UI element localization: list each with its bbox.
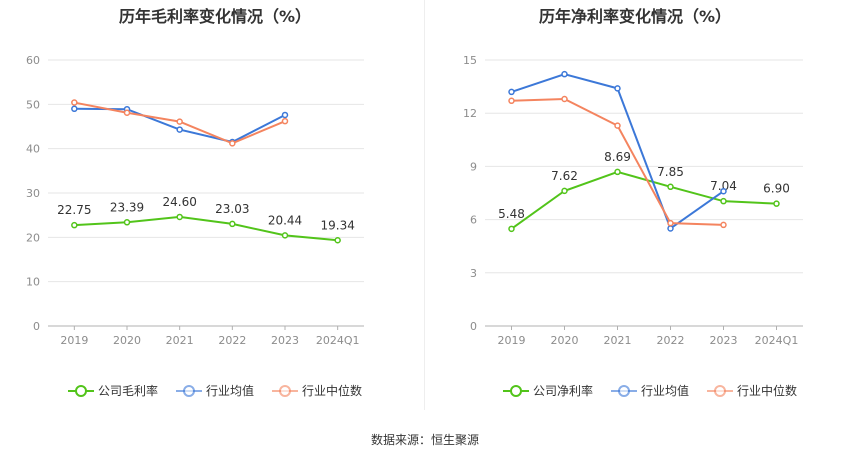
gross-margin-chart: 0 10 20 30 40 50 60 2019 2020 2021 2022 2023 2024Q1 2…: [26, 54, 364, 347]
chart0-series-0-point[interactable]: [229, 220, 236, 228]
chart1-y-tick-label: 12: [463, 107, 477, 120]
chart0-series-2-point[interactable]: [229, 140, 236, 147]
chart0-data-label: 19.34: [320, 218, 354, 232]
legend-label: 行业均值: [641, 384, 690, 398]
chart1-data-label: 7.85: [657, 165, 684, 179]
chart1-series-0-point[interactable]: [614, 168, 621, 176]
chart0-x-tick-label: 2022: [218, 334, 246, 347]
chart1-series-1-point[interactable]: [614, 85, 621, 92]
chart1-y-tick-label: 6: [470, 214, 477, 227]
chart0-x-tick-label: 2020: [113, 334, 141, 347]
chart1-series-line-0: [510, 170, 777, 230]
chart1-series-2-point[interactable]: [667, 219, 674, 227]
data-source-note: 数据来源：恒生聚源: [370, 433, 479, 447]
chart1-series-2-point[interactable]: [561, 95, 568, 103]
chart1-x-tick-label: 2020: [551, 334, 579, 347]
chart0-y-tick-label: 0: [33, 320, 40, 333]
chart1-series-1-point[interactable]: [667, 225, 674, 232]
chart0-y-tick-label: 10: [26, 276, 40, 289]
chart-title-gross-margin: 历年毛利率变化情况（%）: [118, 7, 312, 26]
chart0-y-tick-label: 40: [26, 143, 40, 156]
chart0-x-tick-label: 2019: [60, 334, 88, 347]
legend-marker-icon: [503, 384, 529, 397]
chart1-legend-item-1[interactable]: 行业均值: [611, 382, 689, 399]
chart1-data-label: 6.90: [763, 182, 790, 196]
chart1-series-2-point[interactable]: [720, 221, 727, 229]
chart-divider: [424, 0, 425, 410]
chart0-data-label: 23.39: [110, 200, 144, 214]
chart1-series-0-point[interactable]: [508, 225, 515, 233]
legend-marker-icon: [68, 384, 94, 397]
chart1-data-label: 5.48: [498, 207, 525, 221]
chart1-data-label: 7.62: [551, 169, 578, 183]
chart0-series-2-point[interactable]: [71, 99, 78, 106]
chart0-x-tick-label: 2023: [271, 334, 299, 347]
legend-label: 行业中位数: [302, 384, 363, 398]
legend-label: 公司毛利率: [98, 384, 159, 398]
chart0-series-0-point[interactable]: [176, 213, 183, 221]
legend-net-margin: 公司净利率 行业均值 行业中位数: [503, 382, 815, 399]
chart0-x-tick-label: 2024Q1: [316, 334, 360, 347]
legend-label: 公司净利率: [533, 384, 594, 398]
chart0-series-2-point[interactable]: [176, 118, 183, 125]
chart0-series-1-point[interactable]: [71, 105, 78, 113]
chart0-data-label: 24.60: [162, 195, 196, 209]
chart0-series-2-point[interactable]: [123, 109, 131, 117]
chart0-y-tick-label: 50: [26, 98, 40, 111]
chart1-series-1-point[interactable]: [508, 88, 515, 96]
chart0-y-tick-label: 30: [26, 187, 40, 200]
chart1-x-tick-label: 2024Q1: [755, 334, 799, 347]
legend-label: 行业均值: [206, 384, 255, 398]
chart0-legend-item-2[interactable]: 行业中位数: [272, 382, 362, 399]
chart0-y-tick-label: 20: [26, 231, 40, 244]
chart1-series-2-point[interactable]: [614, 122, 621, 129]
legend-marker-icon: [611, 384, 638, 397]
legend-gross-margin: 公司毛利率 行业均值 行业中位数: [68, 382, 380, 399]
chart1-y-tick-label: 3: [470, 267, 477, 280]
chart0-series-2-point[interactable]: [281, 117, 289, 125]
chart0-data-label: 22.75: [57, 203, 91, 217]
chart0-legend-item-1[interactable]: 行业均值: [176, 382, 254, 399]
chart1-x-tick-label: 2022: [657, 334, 685, 347]
chart1-x-tick-label: 2023: [710, 334, 738, 347]
chart1-y-tick-label: 15: [463, 54, 477, 67]
chart1-series-0-point[interactable]: [561, 187, 568, 195]
legend-marker-icon: [272, 384, 299, 397]
chart0-series-0-point[interactable]: [281, 232, 289, 239]
chart0-series-line-1: [74, 107, 286, 144]
chart1-series-1-point[interactable]: [720, 187, 727, 195]
chart1-series-1-point[interactable]: [561, 70, 568, 78]
chart1-x-tick-label: 2021: [604, 334, 632, 347]
chart0-data-label: 23.03: [215, 202, 249, 216]
chart0-y-tick-label: 60: [26, 54, 40, 67]
legend-marker-icon: [176, 384, 203, 397]
chart1-data-label: 8.69: [604, 150, 631, 164]
legend-label: 行业中位数: [737, 384, 798, 398]
chart1-data-label: 7.04: [710, 179, 737, 193]
chart0-series-1-point[interactable]: [176, 126, 183, 133]
chart1-legend-item-2[interactable]: 行业中位数: [707, 382, 797, 399]
chart-title-net-margin: 历年净利率变化情况（%）: [538, 7, 732, 26]
legend-marker-icon: [707, 384, 734, 397]
net-margin-chart: 0 3 6 9 12 15 2019 2020 2021 2022 2023 2024Q1 5.48 7.…: [463, 54, 803, 347]
chart0-series-0-point[interactable]: [71, 221, 78, 229]
chart0-legend-item-0[interactable]: 公司毛利率: [68, 382, 158, 399]
chart0-data-label: 20.44: [268, 213, 302, 227]
chart1-legend-item-0[interactable]: 公司净利率: [503, 382, 593, 399]
chart1-series-0-point[interactable]: [667, 183, 674, 191]
chart0-series-0-point[interactable]: [123, 219, 131, 226]
chart1-series-2-point[interactable]: [508, 97, 515, 105]
chart1-series-0-point[interactable]: [720, 197, 727, 205]
chart0-series-0-point[interactable]: [334, 237, 341, 244]
chart0-x-tick-label: 2021: [166, 334, 194, 347]
chart0-series-line-0: [74, 215, 338, 242]
chart0-series-1-point[interactable]: [281, 111, 289, 119]
chart1-series-0-point[interactable]: [773, 200, 780, 207]
chart1-x-tick-label: 2019: [498, 334, 526, 347]
chart1-y-tick-label: 0: [470, 320, 477, 333]
chart1-y-tick-label: 9: [470, 160, 477, 173]
